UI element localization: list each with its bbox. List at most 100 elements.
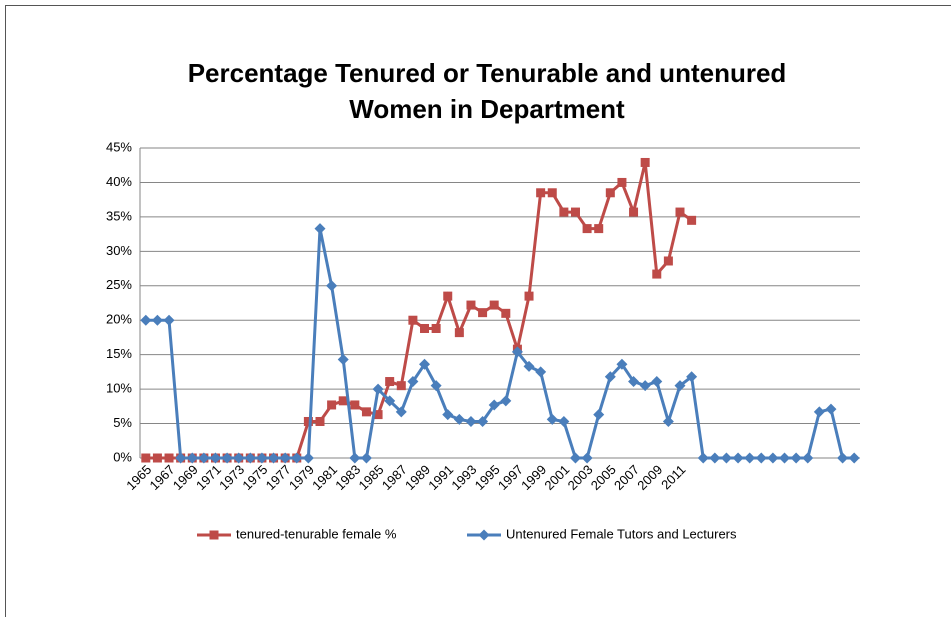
point <box>141 453 151 463</box>
x-tick-label: 2011 <box>658 462 688 492</box>
point <box>523 360 535 372</box>
point <box>687 215 697 225</box>
x-tick-label: 2007 <box>611 462 642 493</box>
x-tick-label: 1973 <box>216 462 247 493</box>
point <box>453 413 465 425</box>
point <box>256 452 268 464</box>
point <box>233 452 245 464</box>
point <box>558 415 570 427</box>
point <box>163 314 175 326</box>
x-tick-label: 1965 <box>123 462 154 493</box>
point <box>616 358 628 370</box>
point <box>639 380 651 392</box>
point <box>489 300 499 310</box>
point <box>151 314 163 326</box>
point <box>488 399 500 411</box>
point <box>360 452 372 464</box>
point <box>536 188 546 198</box>
point <box>268 452 280 464</box>
chart-title: Percentage Tenured or Tenurable and unte… <box>188 58 787 88</box>
point <box>373 410 383 420</box>
point <box>478 308 488 318</box>
point <box>209 452 221 464</box>
chart-title: Women in Department <box>349 94 625 124</box>
x-tick-label: 1967 <box>147 462 178 493</box>
point <box>604 371 616 383</box>
point <box>524 291 534 301</box>
point <box>674 380 686 392</box>
point <box>848 452 860 464</box>
x-tick-label: 1989 <box>402 462 433 493</box>
point <box>209 530 219 540</box>
point <box>629 207 639 217</box>
legend-label: Untenured Female Tutors and Lecturers <box>506 526 737 541</box>
x-tick-label: 1969 <box>170 462 201 493</box>
y-tick-label: 5% <box>113 415 132 430</box>
x-tick-label: 1999 <box>518 462 549 493</box>
point <box>420 323 430 333</box>
point <box>186 452 198 464</box>
chart-frame <box>5 5 951 617</box>
point <box>443 291 453 301</box>
x-tick-label: 2003 <box>565 462 596 493</box>
y-tick-label: 20% <box>106 312 132 327</box>
point <box>697 452 709 464</box>
point <box>559 207 569 217</box>
point <box>349 452 361 464</box>
x-tick-label: 1975 <box>239 462 270 493</box>
point <box>755 452 767 464</box>
x-tick-label: 1977 <box>263 462 294 493</box>
point <box>790 452 802 464</box>
point <box>663 256 673 266</box>
x-tick-label: 1997 <box>495 462 526 493</box>
point <box>175 452 187 464</box>
point <box>628 376 640 388</box>
y-tick-label: 35% <box>106 208 132 223</box>
point <box>651 376 663 388</box>
point <box>152 453 162 463</box>
point <box>408 315 418 325</box>
point <box>720 452 732 464</box>
point <box>593 409 605 421</box>
point <box>546 413 558 425</box>
point <box>582 224 592 234</box>
y-tick-label: 30% <box>106 243 132 258</box>
point <box>164 453 174 463</box>
point <box>662 415 674 427</box>
point <box>500 395 512 407</box>
point <box>569 452 581 464</box>
point <box>465 415 477 427</box>
point <box>361 407 371 417</box>
point <box>594 224 604 234</box>
series-line <box>145 162 693 460</box>
point <box>477 415 489 427</box>
point <box>709 452 721 464</box>
y-tick-label: 45% <box>106 139 132 154</box>
point <box>837 452 849 464</box>
point <box>640 157 650 167</box>
y-tick-label: 15% <box>106 346 132 361</box>
x-tick-label: 1971 <box>193 462 224 493</box>
point <box>303 416 313 426</box>
point <box>605 188 615 198</box>
x-tick-label: 1985 <box>356 462 387 493</box>
point <box>302 452 314 464</box>
point <box>140 314 152 326</box>
point <box>384 395 396 407</box>
point <box>802 452 814 464</box>
point <box>825 403 837 415</box>
point <box>478 529 490 541</box>
point <box>813 406 825 418</box>
x-tick-label: 1987 <box>379 462 410 493</box>
point <box>430 380 442 392</box>
point <box>244 452 256 464</box>
point <box>675 207 685 217</box>
point <box>326 280 338 292</box>
x-tick-label: 1983 <box>332 462 363 493</box>
x-tick-label: 1991 <box>425 462 456 493</box>
point <box>431 323 441 333</box>
point <box>581 452 593 464</box>
point <box>466 300 476 310</box>
x-tick-label: 1981 <box>309 462 340 493</box>
